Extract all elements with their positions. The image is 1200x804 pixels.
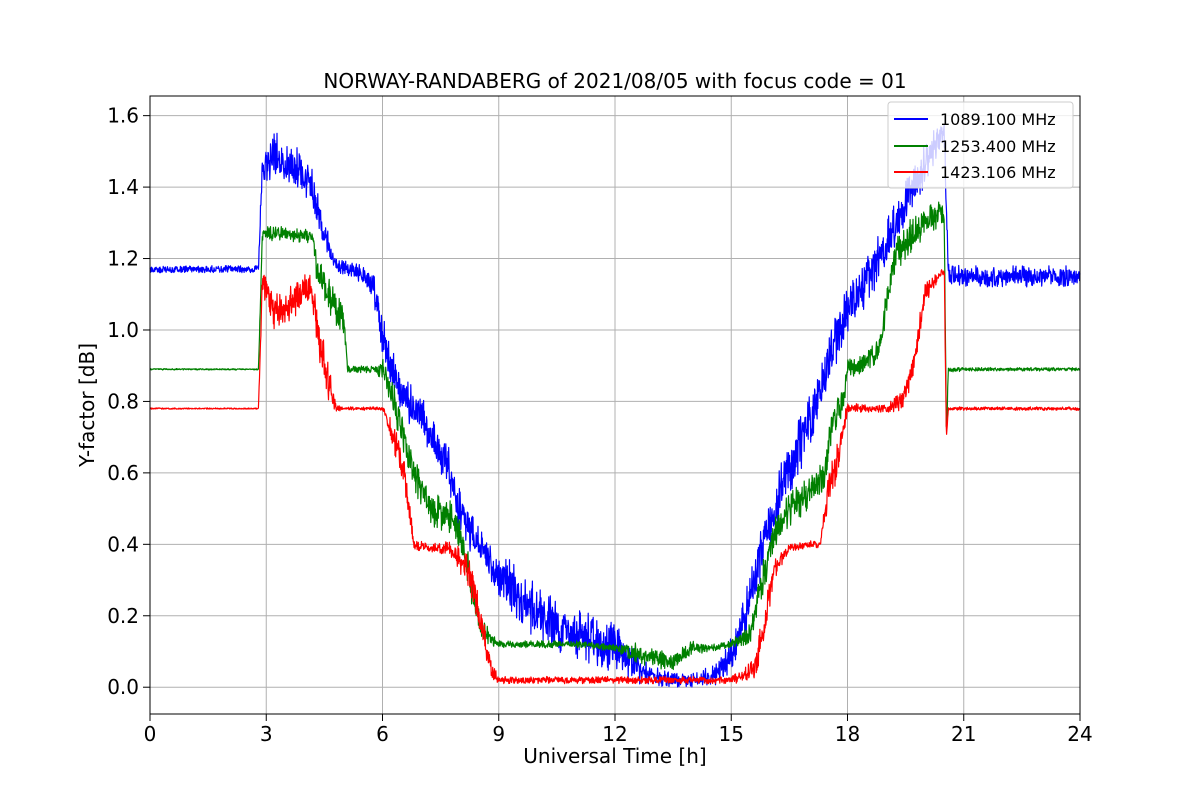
y-tick-label: 0.8 <box>107 389 139 413</box>
y-tick-label: 1.0 <box>107 318 139 342</box>
y-tick-label: 1.4 <box>107 175 139 199</box>
legend-box <box>887 101 1074 189</box>
x-axis-label: Universal Time [h] <box>523 744 706 768</box>
x-tick-label: 12 <box>602 722 627 746</box>
y-tick-label: 0.2 <box>107 604 139 628</box>
x-tick-label: 18 <box>835 722 860 746</box>
y-tick-label: 0.6 <box>107 461 139 485</box>
y-tick-label: 0.4 <box>107 532 139 556</box>
legend-label-1089-mhz: 1089.100 MHz <box>940 110 1056 129</box>
legend: 1089.100 MHz 1253.400 MHz 1423.106 MHz <box>887 101 1074 189</box>
series-line-1253-mhz <box>149 201 1081 671</box>
x-tick-label: 3 <box>260 722 273 746</box>
y-axis-ticks: 0.0 0.2 0.4 0.6 0.8 1.0 1.2 1.4 1.6 <box>107 104 150 699</box>
x-tick-label: 24 <box>1067 722 1092 746</box>
x-tick-label: 15 <box>719 722 744 746</box>
legend-label-1423-mhz: 1423.106 MHz <box>940 163 1056 182</box>
x-tick-label: 9 <box>492 722 505 746</box>
chart-title: NORWAY-RANDABERG of 2021/08/05 with focu… <box>323 69 906 93</box>
y-axis-label: Y-factor [dB] <box>75 343 99 468</box>
x-tick-label: 6 <box>376 722 389 746</box>
y-tick-label: 0.0 <box>107 675 139 699</box>
x-tick-label: 21 <box>951 722 976 746</box>
x-axis-ticks: 0 3 6 9 12 15 18 21 24 <box>144 714 1093 746</box>
y-tick-label: 1.2 <box>107 247 139 271</box>
x-tick-label: 0 <box>144 722 157 746</box>
legend-label-1253-mhz: 1253.400 MHz <box>940 137 1056 156</box>
y-tick-label: 1.6 <box>107 104 139 128</box>
series-line-1423-mhz <box>149 269 1081 685</box>
